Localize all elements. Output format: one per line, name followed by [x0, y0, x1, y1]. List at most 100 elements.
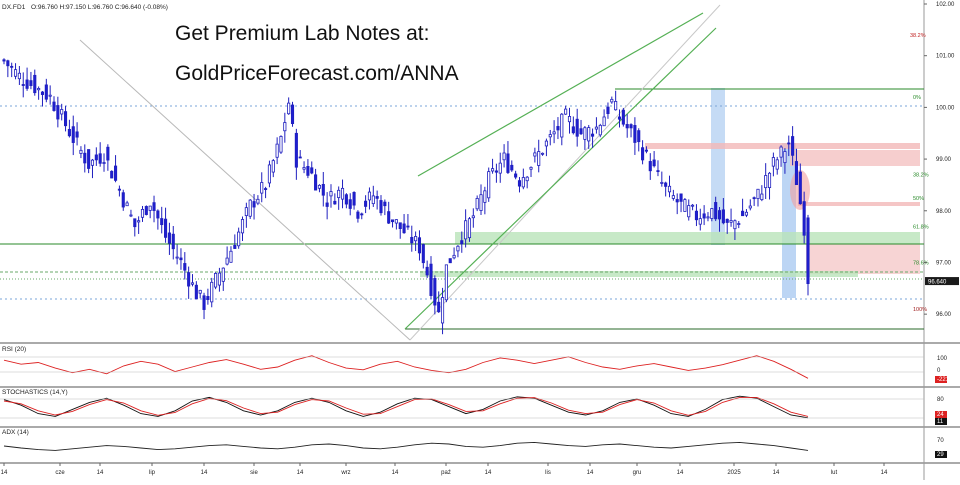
candle-body [737, 223, 741, 225]
adx-last-value-badge [935, 451, 947, 458]
candle [587, 124, 591, 149]
candle [325, 192, 329, 220]
candle [775, 156, 779, 175]
candle-body [671, 195, 675, 199]
candle-body [279, 136, 283, 153]
candle [33, 69, 37, 96]
candle [798, 163, 802, 205]
candle [379, 195, 383, 216]
candle [137, 216, 141, 234]
candle-body [25, 79, 29, 89]
candle-body [625, 124, 629, 129]
x-tick-label: 14 [773, 470, 780, 476]
candle-body [244, 207, 248, 216]
candle-body [133, 218, 137, 228]
annotations [0, 4, 924, 341]
candle-body [656, 170, 660, 173]
candle-body [417, 237, 422, 254]
candle [544, 138, 548, 157]
candle [510, 160, 514, 172]
candle [160, 206, 164, 234]
support-zone [455, 232, 920, 244]
candle [306, 159, 310, 179]
candle-body [664, 182, 668, 187]
candle [456, 245, 460, 258]
x-tick-label: 14 [587, 470, 594, 476]
candle [644, 146, 648, 154]
candle-body [187, 272, 191, 287]
candle-body [575, 118, 579, 137]
header-ohlc: O:96.760 H:97.150 L:96.760 C:96.640 (-0.… [31, 4, 168, 11]
candle-body [144, 206, 148, 215]
candle [437, 291, 441, 313]
candle-body [256, 198, 260, 204]
candle-body [329, 191, 333, 197]
x-tick-label: 14 [485, 470, 492, 476]
candle [725, 218, 729, 234]
candle [702, 205, 706, 226]
candle [529, 166, 533, 178]
candle [202, 292, 206, 320]
candle [267, 160, 271, 188]
candle-body [506, 153, 510, 173]
candle [56, 96, 60, 128]
candle-body [360, 213, 364, 216]
candle-body [383, 201, 387, 207]
rsi-line [3, 355, 809, 379]
candle-body [152, 202, 156, 211]
candle-body [275, 143, 279, 158]
candle [764, 163, 768, 200]
candle-body [771, 157, 775, 167]
candle-body [290, 104, 295, 125]
rsi-last-value-badge [935, 376, 947, 383]
candle [598, 123, 602, 138]
candle-body [529, 166, 533, 170]
candle-body [617, 116, 622, 120]
candle-body [2, 59, 6, 62]
x-tick-label: 14 [1, 470, 8, 476]
candle-body [110, 170, 114, 179]
candle-body [440, 297, 445, 324]
rsi-tick-label: 100 [937, 356, 948, 362]
candle-body [406, 225, 410, 228]
candle [514, 170, 518, 180]
x-tick-label: 14 [881, 470, 888, 476]
candle-body [429, 263, 433, 296]
candle [710, 208, 714, 222]
candle [429, 256, 433, 299]
candle [617, 109, 622, 128]
candle-body [364, 200, 368, 207]
fib-label: 38.2% [910, 33, 926, 39]
candle [225, 246, 229, 266]
candle-body [348, 199, 352, 209]
candle-body [802, 201, 806, 236]
candle-body [587, 127, 591, 142]
candle [17, 66, 21, 85]
candle-body [156, 210, 160, 219]
candle-body [702, 213, 706, 219]
candle [760, 185, 764, 202]
candle-body [90, 159, 95, 166]
candle [360, 212, 364, 220]
candle-body [460, 240, 464, 245]
candle [44, 78, 48, 103]
candle-body [767, 172, 772, 188]
candle [121, 189, 125, 211]
candle [63, 105, 68, 132]
candle [98, 142, 102, 167]
candle-body [402, 223, 406, 234]
candle [694, 204, 698, 227]
candle [275, 137, 279, 165]
candle-body [260, 182, 264, 194]
candle-body [556, 126, 560, 131]
x-tick-label: 14 [392, 470, 399, 476]
candle-body [491, 168, 495, 172]
candle-body [98, 153, 102, 164]
candle [756, 188, 760, 207]
candle-body [13, 69, 18, 77]
candle [329, 184, 333, 208]
candle [721, 198, 725, 225]
y-tick-label: 96.00 [936, 312, 952, 318]
candle-body [317, 184, 321, 189]
